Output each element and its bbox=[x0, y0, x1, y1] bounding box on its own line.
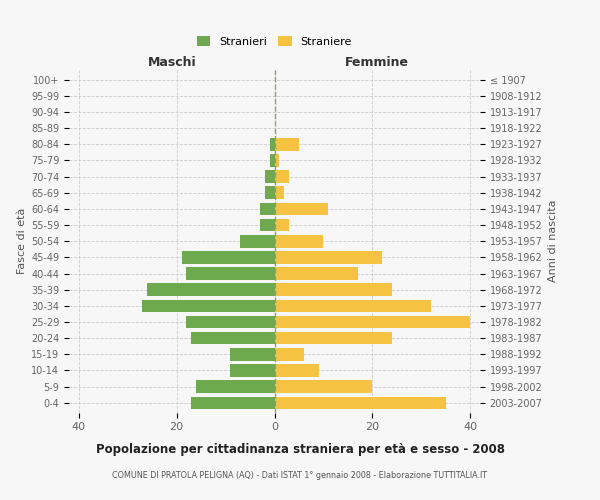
Y-axis label: Fasce di età: Fasce di età bbox=[17, 208, 27, 274]
Bar bbox=[182, 251, 275, 264]
Bar bbox=[265, 186, 275, 199]
Bar bbox=[260, 219, 275, 232]
Bar bbox=[275, 219, 289, 232]
Bar bbox=[196, 380, 275, 393]
Bar bbox=[187, 316, 275, 328]
Bar bbox=[275, 316, 470, 328]
Bar bbox=[275, 251, 382, 264]
Bar bbox=[275, 154, 280, 167]
Bar bbox=[275, 380, 373, 393]
Legend: Stranieri, Straniere: Stranieri, Straniere bbox=[197, 36, 352, 47]
Bar bbox=[275, 268, 358, 280]
Text: Popolazione per cittadinanza straniera per età e sesso - 2008: Popolazione per cittadinanza straniera p… bbox=[95, 442, 505, 456]
Bar bbox=[275, 202, 328, 215]
Bar bbox=[265, 170, 275, 183]
Bar bbox=[275, 284, 392, 296]
Bar bbox=[191, 332, 275, 344]
Bar bbox=[275, 348, 304, 360]
Bar bbox=[275, 170, 289, 183]
Bar bbox=[240, 235, 275, 248]
Bar bbox=[269, 138, 275, 150]
Y-axis label: Anni di nascita: Anni di nascita bbox=[548, 200, 558, 282]
Bar bbox=[230, 348, 275, 360]
Bar bbox=[275, 235, 323, 248]
Bar bbox=[260, 202, 275, 215]
Bar bbox=[275, 364, 319, 377]
Text: Maschi: Maschi bbox=[148, 56, 196, 69]
Bar bbox=[275, 332, 392, 344]
Bar bbox=[147, 284, 275, 296]
Text: Femmine: Femmine bbox=[345, 56, 409, 69]
Bar bbox=[275, 300, 431, 312]
Bar bbox=[191, 396, 275, 409]
Bar bbox=[187, 268, 275, 280]
Text: COMUNE DI PRATOLA PELIGNA (AQ) - Dati ISTAT 1° gennaio 2008 - Elaborazione TUTTI: COMUNE DI PRATOLA PELIGNA (AQ) - Dati IS… bbox=[113, 471, 487, 480]
Bar bbox=[230, 364, 275, 377]
Bar bbox=[275, 138, 299, 150]
Bar bbox=[142, 300, 275, 312]
Bar bbox=[275, 186, 284, 199]
Bar bbox=[275, 396, 446, 409]
Bar bbox=[269, 154, 275, 167]
